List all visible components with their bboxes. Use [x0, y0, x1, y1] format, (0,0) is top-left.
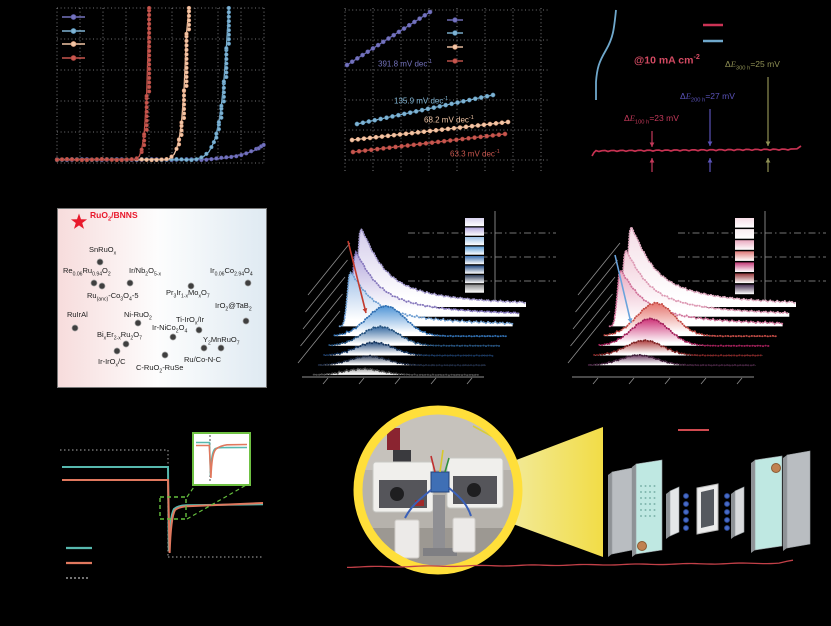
waterfall-trace [323, 340, 494, 357]
waterfall-trace [328, 325, 501, 348]
catalyst-label: Ni-RuO2 [124, 310, 152, 322]
catalyst-label: IrO2@TaB2 [215, 301, 252, 313]
colorbar [735, 218, 754, 295]
delta-e-100h-label: ΔE100 h=23 mV [624, 113, 679, 126]
legend [62, 14, 85, 61]
mea-center [696, 483, 719, 535]
current-density-annotation: @10 mA cm-2 [634, 53, 700, 67]
catalyst-label: Ir/Nb2O5-x [129, 266, 162, 278]
legend [703, 23, 723, 43]
waterfall-trace [343, 249, 521, 318]
panel-g-step-test-chart [60, 432, 264, 579]
delta-e-200h-label: ΔE200 h=27 mV [680, 91, 735, 104]
cell-voltage-curve [346, 559, 794, 569]
catalyst-dot [71, 324, 79, 332]
catalyst-dot [122, 340, 130, 348]
delta-e-arrows [649, 131, 655, 172]
catalyst-dot [126, 279, 134, 287]
gasket-right [731, 486, 745, 539]
waterfall-trace [593, 338, 764, 357]
catalyst-dot [200, 344, 208, 352]
tafel-slope-label-1: 391.8 mV dec-1 [378, 59, 433, 69]
catalyst-dot [98, 282, 106, 290]
scatter-layer [70, 213, 252, 359]
catalyst-label: Ru(anc)-Co3O4-5 [87, 291, 139, 303]
catalyst-dot [187, 282, 195, 290]
catalyst-dot [96, 258, 104, 266]
panel-f-waterfall-red [567, 211, 826, 385]
waterfall-trace [587, 353, 757, 367]
tafel-slope-label-4: 63.3 mV dec-1 [450, 149, 500, 159]
star-catalyst-label: RuO2/BNNS [90, 210, 138, 223]
catalyst-label: Pr3Ir1-xMoxO7 [166, 288, 210, 300]
catalyst-label: Ir0.06Co2.94O4 [210, 266, 253, 278]
delta-e-arrows [765, 77, 771, 172]
waterfall-trace [619, 225, 797, 308]
bolt-stack-left [683, 493, 689, 531]
tafel-line-lightblue-tafel [354, 92, 496, 127]
initial-lsv-curve [595, 9, 617, 100]
waterfall-trace [598, 317, 771, 348]
panel-a-lsv-chart [54, 5, 266, 164]
catalyst-dot [244, 279, 252, 287]
catalyst-label: C-RuO2-RuSe [136, 363, 184, 375]
catalyst-label: Ru/Co-N-C [184, 355, 222, 364]
catalyst-dot [242, 317, 250, 325]
catalyst-label: Ti-IrOx/Ir [176, 315, 205, 327]
panel-c-stability-chart [591, 9, 802, 172]
end-plate-left [608, 467, 633, 557]
legend [447, 17, 463, 64]
grid [56, 7, 265, 164]
gasket-left [666, 486, 680, 539]
catalyst-label: Y2MnRuO7 [203, 335, 240, 347]
waterfall-trace [312, 366, 480, 377]
panel-h-electrolyser [346, 405, 811, 575]
light-beam [511, 427, 603, 557]
colorbar [465, 218, 484, 293]
catalyst-dot [134, 319, 142, 327]
zoom-inset [192, 432, 251, 486]
catalyst-dot [169, 333, 177, 341]
catalyst-label: Ir-IrOx/C [98, 357, 126, 369]
waterfall-trace [317, 354, 487, 367]
waterfall-trace [349, 227, 527, 308]
bolt-stack-right [724, 493, 730, 531]
tafel-slope-label-2: 135.9 mV dec-1 [394, 96, 449, 106]
delta-e-300h-label: ΔE300 h=25 mV [725, 59, 780, 72]
catalyst-dot [161, 351, 169, 359]
tafel-line-purple-tafel [344, 9, 433, 68]
end-plate-right [783, 450, 811, 551]
catalyst-dot [195, 326, 203, 334]
flow-plate-right [751, 455, 783, 553]
catalyst-label: SnRuOx [89, 245, 117, 257]
catalyst-dot [113, 347, 121, 355]
catalyst-label: BixEr2-xRu2O7 [97, 330, 142, 342]
stability-curve [591, 145, 802, 157]
catalyst-label: Ir-NiCo2O4 [152, 323, 188, 335]
catalyst-label: RuIrAl [67, 310, 88, 319]
catalyst-dot [217, 344, 225, 352]
trend-arrow [614, 254, 633, 324]
trend-arrow [347, 240, 368, 314]
tafel-line-red-tafel [350, 131, 508, 155]
delta-e-arrows [707, 109, 713, 172]
panel-e-waterfall-blue [297, 211, 556, 385]
star-icon [70, 213, 88, 229]
legend [66, 546, 92, 579]
zoom-region [159, 483, 249, 520]
lsv-curve-red-curve [54, 5, 152, 163]
photo-ring [353, 405, 523, 575]
catalyst-label: Re0.06Ru0.94O2 [63, 266, 111, 278]
tafel-line-peach-tafel [349, 119, 511, 143]
tafel-slope-label-3: 68.2 mV dec-1 [424, 115, 474, 125]
panel-d-comparison-scatter: SnRuOx Re0.06Ru0.94O2 Ir/Nb2O5-x Ir0.06Co2.… [57, 208, 267, 388]
salmon-trace [62, 479, 264, 554]
catalyst-dot [90, 279, 98, 287]
flow-plate-left [632, 459, 663, 557]
waterfall-trace [613, 247, 791, 318]
panel-b-tafel-chart [344, 8, 550, 172]
